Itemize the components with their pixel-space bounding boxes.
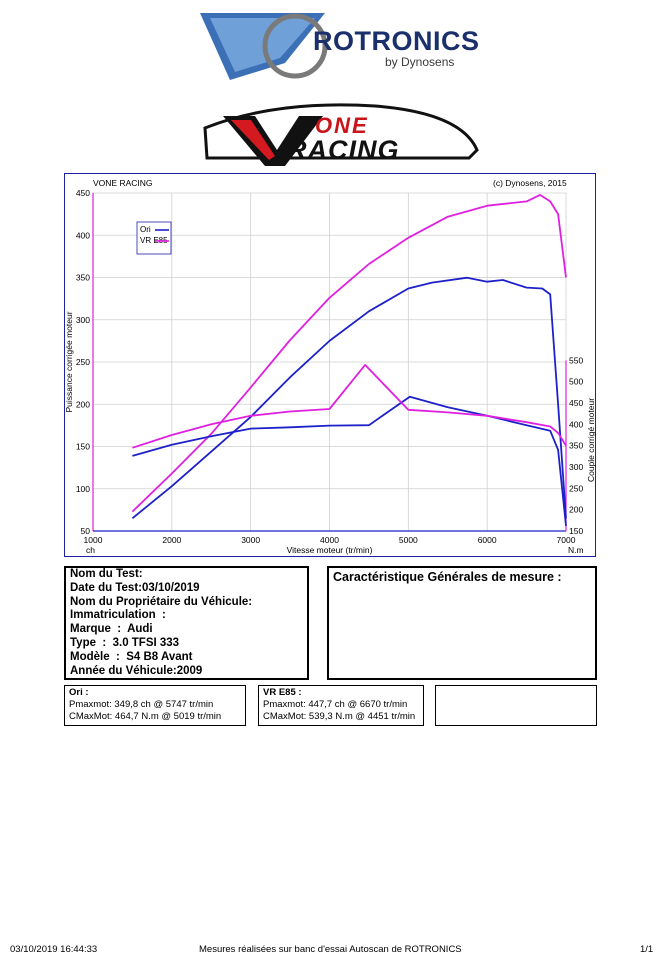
- result-box-vr-e85: VR E85 : Pmaxmot: 447,7 ch @ 6670 tr/min…: [258, 685, 424, 726]
- y-tick-label-left: 250: [76, 357, 90, 367]
- y-tick-label-right: 450: [569, 398, 583, 408]
- chart-frame: [64, 173, 596, 557]
- vehicle-info-box: [64, 566, 309, 680]
- vehicle-info-line: Nom du Test:: [70, 568, 143, 580]
- y-tick-label-left: 450: [76, 188, 90, 198]
- x-unit-right: N.m: [568, 545, 584, 555]
- x-tick-label: 1000: [84, 535, 103, 545]
- y-tick-label-right: 500: [569, 377, 583, 387]
- y-tick-label-right: 250: [569, 483, 583, 493]
- vehicle-info-line: Date du Test:03/10/2019: [70, 581, 200, 594]
- series-line-power: [131, 276, 567, 519]
- series-line-torque: [132, 395, 567, 526]
- chart-header-left: VONE RACING: [93, 178, 153, 188]
- vehicle-info-line: Immatriculation :: [70, 609, 166, 622]
- y-tick-label-right: 400: [569, 419, 583, 429]
- result-torque: CMaxMot: 464,7 N.m @ 5019 tr/min: [69, 711, 222, 722]
- result-box-empty: [435, 685, 597, 726]
- measure-title: Caractéristique Générales de mesure :: [333, 570, 562, 584]
- vehicle-info-line: Type : 3.0 TFSI 333: [70, 637, 180, 649]
- y-tick-label-right: 350: [569, 441, 583, 451]
- brand-name: ROTRONICS: [313, 26, 480, 56]
- vone-racing-text: RACING: [287, 135, 400, 165]
- x-tick-label: 5000: [399, 535, 418, 545]
- y-tick-label-left: 300: [76, 315, 90, 325]
- measure-box: Caractéristique Générales de mesure :: [327, 566, 597, 680]
- y-tick-label-right: 300: [569, 462, 583, 472]
- series-line-torque: [132, 363, 567, 449]
- y-tick-label-left: 150: [76, 442, 90, 452]
- x-tick-label: 4000: [320, 535, 339, 545]
- y-tick-label-right: 150: [569, 526, 583, 536]
- vone-racing-logo: ONE RACING: [195, 100, 485, 170]
- series-line-power: [131, 193, 567, 513]
- rotronics-logo: ROTRONICS by Dynosens: [195, 8, 485, 86]
- legend-label: VR E85: [140, 236, 168, 245]
- y-tick-label-left: 50: [81, 526, 91, 536]
- vehicle-info-line: Modèle : S4 B8 Avant: [70, 650, 193, 663]
- y-tick-label-right: 550: [569, 355, 583, 365]
- y-tick-label-right: 200: [569, 505, 583, 515]
- vone-one-text: ONE: [315, 113, 369, 138]
- result-title: Ori :: [69, 687, 89, 698]
- x-tick-label: 6000: [478, 535, 497, 545]
- brand-by: by Dynosens: [385, 55, 455, 69]
- y-axis-label-right: Couple corrigé moteur: [586, 398, 596, 482]
- y-tick-label-left: 200: [76, 399, 90, 409]
- x-tick-label: 2000: [162, 535, 181, 545]
- y-tick-label-left: 100: [76, 484, 90, 494]
- result-title: VR E85 :: [263, 687, 302, 698]
- footer-datetime: 03/10/2019 16:44:33: [10, 944, 98, 955]
- footer-page: 1/1: [640, 944, 654, 955]
- chart-header-right: (c) Dynosens, 2015: [493, 178, 567, 188]
- result-power: Pmaxmot: 447,7 ch @ 6670 tr/min: [263, 699, 408, 710]
- result-box-ori: Ori : Pmaxmot: 349,8 ch @ 5747 tr/min CM…: [64, 685, 246, 726]
- vehicle-info-line: Année du Véhicule:2009: [70, 664, 203, 677]
- result-power: Pmaxmot: 349,8 ch @ 5747 tr/min: [69, 699, 214, 710]
- vehicle-info-line: Marque : Audi: [70, 623, 153, 636]
- legend-label: Ori: [140, 225, 151, 234]
- result-torque: CMaxMot: 539,3 N.m @ 4451 tr/min: [263, 711, 416, 722]
- x-tick-label: 3000: [241, 535, 260, 545]
- chart-legend: Ori VR E85: [136, 221, 172, 255]
- x-axis-label: Vitesse moteur (tr/min): [287, 545, 373, 555]
- y-tick-label-left: 400: [76, 230, 90, 240]
- vehicle-info-line: Nom du Propriétaire du Véhicule:: [70, 595, 253, 608]
- y-axis-label-left: Puissance corrigée moteur: [64, 311, 74, 412]
- x-tick-label: 7000: [557, 535, 576, 545]
- x-unit-left: ch: [86, 545, 95, 555]
- footer-note: Mesures réalisées sur banc d'essai Autos…: [199, 944, 462, 955]
- y-tick-label-left: 350: [76, 273, 90, 283]
